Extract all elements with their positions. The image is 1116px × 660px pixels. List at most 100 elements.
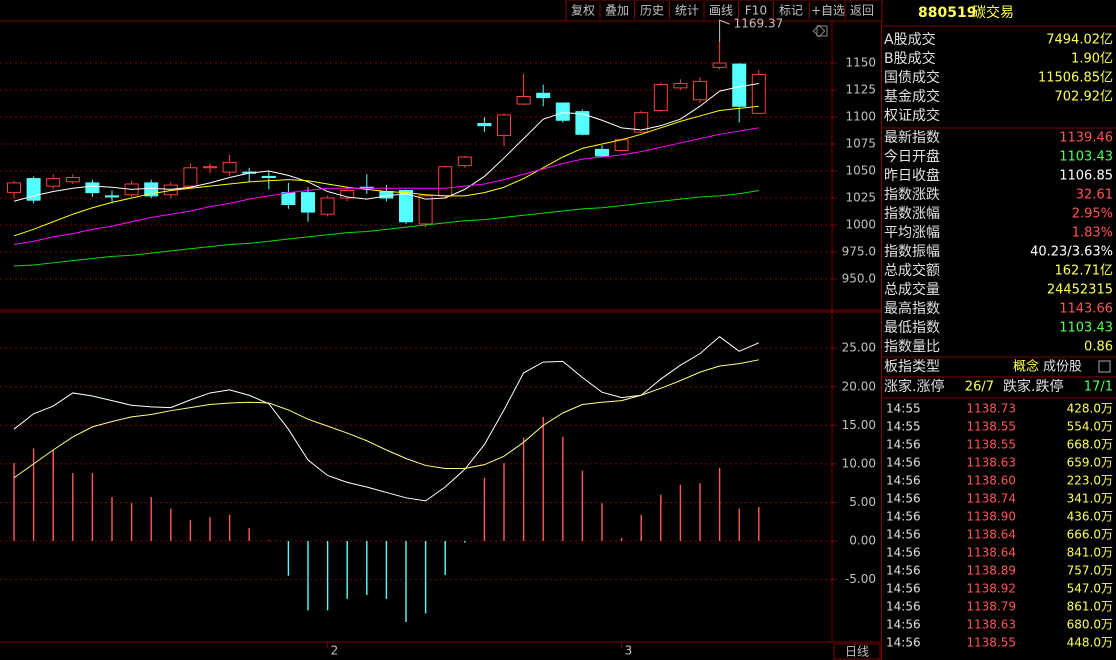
- toolbar-button[interactable]: 叠加: [605, 4, 629, 18]
- board-label: 板指类型: [884, 359, 940, 375]
- tick-price: 1138.74: [966, 492, 1016, 506]
- candle-body: [438, 166, 453, 197]
- candle-body: [261, 175, 276, 179]
- candle-body: [653, 84, 668, 112]
- y-tick-label: 1075: [845, 137, 876, 151]
- stat-value: 702.92亿: [1055, 90, 1114, 105]
- toolbar: [565, 0, 883, 22]
- tick-price: 1138.64: [966, 528, 1016, 542]
- tick-time: 14:56: [886, 474, 921, 488]
- tick-volume: 428.0万: [1067, 402, 1113, 416]
- stat-value: 32.61: [1076, 188, 1113, 203]
- tick-volume: 659.0万: [1067, 456, 1113, 470]
- stat-value: 162.71亿: [1055, 264, 1114, 279]
- tick-price: 1138.63: [966, 618, 1016, 632]
- y-tick-label: 0.00: [849, 533, 876, 547]
- indicator-line: [13, 83, 759, 202]
- toolbar-button[interactable]: 画线: [709, 4, 733, 18]
- tick-price: 1138.79: [966, 600, 1016, 614]
- candle-body: [536, 92, 551, 99]
- stat-label: A股成交: [884, 31, 936, 48]
- tick-price: 1138.89: [966, 564, 1016, 578]
- tick-time: 14:56: [886, 546, 921, 560]
- icon[interactable]: [812, 24, 826, 38]
- stat-label: 最高指数: [884, 300, 940, 317]
- candle-body: [183, 167, 198, 187]
- tick-volume: 668.0万: [1067, 438, 1113, 452]
- candle-body: [144, 182, 159, 197]
- x-tick-label: 3: [625, 644, 633, 658]
- stat-value: 1106.85: [1059, 169, 1113, 184]
- candle-body: [575, 111, 590, 135]
- y-tick-label: 1050: [845, 164, 876, 178]
- breadth-up-value: 26/7: [965, 380, 994, 395]
- board-type: 概念: [1013, 359, 1039, 375]
- toolbar-button[interactable]: F10: [745, 4, 767, 18]
- tick-time: 14:56: [886, 636, 921, 650]
- candle-body: [281, 192, 296, 205]
- stat-value: 1143.66: [1059, 302, 1113, 317]
- candle-body: [751, 73, 766, 114]
- candle-body: [497, 114, 511, 136]
- candle-body: [516, 96, 531, 105]
- candle-body: [712, 62, 727, 68]
- candle-body: [634, 112, 649, 133]
- stat-label: 权证成交: [884, 107, 940, 124]
- candle-body: [340, 189, 355, 199]
- y-tick-label: 25.00: [842, 341, 876, 355]
- period-label[interactable]: 日线: [845, 645, 869, 659]
- stat-value: 2.95%: [1072, 207, 1113, 222]
- icon[interactable]: [816, 25, 828, 37]
- x-tick-label: 2: [331, 644, 339, 658]
- tick-volume: 341.0万: [1067, 492, 1113, 506]
- toolbar-button[interactable]: 标记: [779, 4, 803, 18]
- tick-volume: 448.0万: [1067, 636, 1113, 650]
- max-marker: [719, 19, 730, 43]
- candle-body: [85, 182, 100, 194]
- tick-price: 1138.63: [966, 456, 1016, 470]
- stat-label: 指数量比: [884, 339, 940, 355]
- tick-volume: 666.0万: [1067, 528, 1113, 542]
- y-tick-label: 20.00: [842, 379, 876, 393]
- tick-volume: 436.0万: [1067, 510, 1113, 524]
- tick-time: 14:56: [886, 528, 921, 542]
- y-tick-label: 1025: [845, 191, 876, 205]
- toolbar-button[interactable]: 返回: [850, 4, 874, 18]
- tick-volume: 680.0万: [1067, 618, 1113, 632]
- stat-value: 1103.43: [1059, 150, 1113, 165]
- y-tick-label: 1000: [845, 218, 876, 232]
- board-icon[interactable]: [1098, 360, 1111, 373]
- stat-value: 0.86: [1084, 340, 1113, 355]
- stat-value: 7494.02亿: [1046, 33, 1113, 48]
- candle-body: [595, 148, 609, 157]
- stat-label: 今日开盘: [884, 148, 940, 165]
- tick-volume: 841.0万: [1067, 546, 1113, 560]
- tick-time: 14:56: [886, 492, 921, 506]
- toolbar-button[interactable]: 统计: [675, 4, 699, 18]
- tick-volume: 861.0万: [1067, 600, 1113, 614]
- indicator-line: [13, 336, 759, 502]
- tick-volume: 554.0万: [1067, 420, 1113, 434]
- candle-body: [477, 123, 492, 127]
- board-link[interactable]: 成份股: [1043, 360, 1082, 375]
- tick-time: 14:56: [886, 582, 921, 596]
- tick-price: 1138.55: [966, 636, 1016, 650]
- period-box[interactable]: [833, 643, 881, 660]
- stat-value: 1.90亿: [1071, 52, 1113, 67]
- tick-volume: 223.0万: [1067, 474, 1113, 488]
- breadth-down-value: 17/1: [1084, 380, 1113, 395]
- tick-time: 14:56: [886, 600, 921, 614]
- toolbar-button[interactable]: +自选: [811, 4, 845, 18]
- toolbar-button[interactable]: 历史: [640, 4, 664, 18]
- candle-body: [399, 189, 413, 223]
- stat-label: 国债成交: [884, 69, 940, 86]
- y-tick-label: 1125: [845, 83, 876, 97]
- stat-label: 平均涨幅: [884, 225, 940, 241]
- toolbar-button[interactable]: 复权: [571, 4, 595, 18]
- tick-time: 14:55: [886, 420, 921, 434]
- stat-value: 1103.43: [1059, 321, 1113, 336]
- tick-price: 1138.90: [966, 510, 1016, 524]
- stat-value: 1139.46: [1059, 131, 1113, 146]
- y-tick-label: 15.00: [842, 418, 876, 432]
